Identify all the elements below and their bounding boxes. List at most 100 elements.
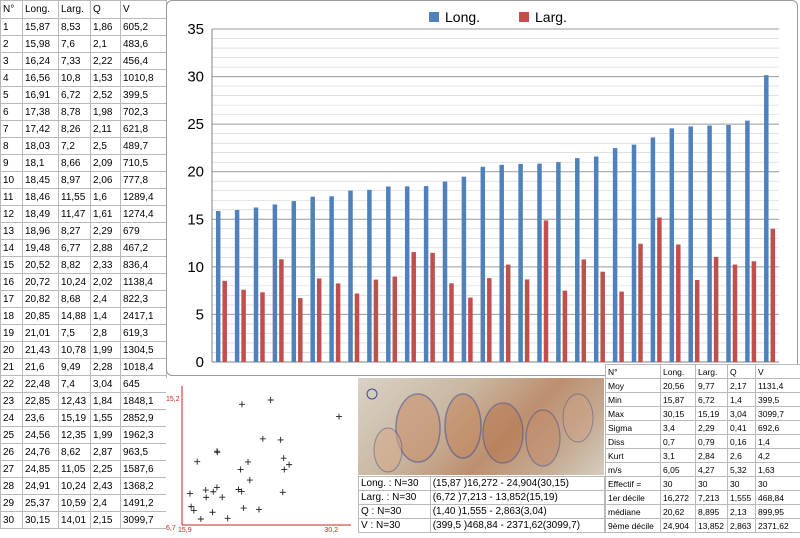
- table-cell: 20,52: [23, 257, 59, 274]
- table-cell: 16,56: [23, 70, 59, 87]
- table-cell: 6,72: [59, 87, 91, 104]
- bar-larg: [449, 283, 454, 362]
- table-cell: 3099,7: [121, 512, 167, 529]
- table-cell: 22,85: [23, 393, 59, 410]
- table-cell: 1289,4: [121, 189, 167, 206]
- bar-long: [367, 190, 372, 362]
- bar-larg: [563, 291, 568, 362]
- table-cell: 8,62: [59, 444, 91, 461]
- table-cell: 1,86: [91, 19, 121, 36]
- table-cell: 8,53: [59, 19, 91, 36]
- stats-cell: 16,272: [661, 491, 696, 505]
- bar-larg: [506, 265, 511, 362]
- table-cell: 2,02: [91, 274, 121, 291]
- table-cell: 399,5: [121, 87, 167, 104]
- table-cell: 10,24: [59, 478, 91, 495]
- table-cell: 777,8: [121, 172, 167, 189]
- table-cell: 8: [1, 138, 23, 155]
- scatter-point: [281, 455, 287, 461]
- bar-larg: [279, 259, 284, 362]
- table-cell: 17: [1, 291, 23, 308]
- bar-long: [462, 177, 467, 362]
- table-cell: 18,46: [23, 189, 59, 206]
- table-cell: 25,37: [23, 495, 59, 512]
- stats-cell: 30,15: [661, 407, 696, 421]
- y-tick-label: 35: [187, 21, 204, 38]
- table-cell: 9,49: [59, 359, 91, 376]
- bar-larg: [355, 293, 360, 362]
- table-cell: 605,2: [121, 19, 167, 36]
- table-cell: 2,33: [91, 257, 121, 274]
- table-cell: 20: [1, 342, 23, 359]
- table-cell: 2,29: [91, 223, 121, 240]
- stats-cell: 1,555: [728, 491, 756, 505]
- stats-cell: Kurt: [606, 449, 661, 463]
- table-cell: 19,48: [23, 240, 59, 257]
- table-cell: 7: [1, 121, 23, 138]
- bar-larg: [638, 244, 643, 362]
- stats-cell: Moy: [606, 379, 661, 393]
- bar-long: [216, 211, 221, 362]
- table-cell: 1,55: [91, 410, 121, 427]
- table-cell: 1587,6: [121, 461, 167, 478]
- table-cell: 20,82: [23, 291, 59, 308]
- bar-long: [575, 158, 580, 362]
- range-summary-table: Long. : N=30(15,87 )16,272 - 24,904(30,1…: [358, 476, 605, 533]
- table-cell: 2,8: [91, 325, 121, 342]
- stats-cell: Min: [606, 393, 661, 407]
- stats-cell: 2,13: [728, 505, 756, 519]
- stats-cell: 6,72: [696, 393, 728, 407]
- column-header: Long.: [23, 1, 59, 19]
- stats-cell: 20,62: [661, 505, 696, 519]
- table-cell: 1018,4: [121, 359, 167, 376]
- table-cell: 22: [1, 376, 23, 393]
- stats-cell: 2,17: [728, 379, 756, 393]
- table-cell: 18,96: [23, 223, 59, 240]
- table-cell: 17,38: [23, 104, 59, 121]
- table-cell: 21: [1, 359, 23, 376]
- stats-cell: 30: [696, 477, 728, 491]
- stats-cell: Diss: [606, 435, 661, 449]
- stats-cell: 1,4: [756, 435, 800, 449]
- table-cell: 645: [121, 376, 167, 393]
- table-cell: 1368,2: [121, 478, 167, 495]
- stats-cell: 20,56: [661, 379, 696, 393]
- table-cell: 16,91: [23, 87, 59, 104]
- scatter-x-max-label: 30,2: [324, 527, 338, 533]
- summary-cell: (1,40 )1,555 - 2,863(3,04): [430, 505, 604, 519]
- table-cell: 16: [1, 274, 23, 291]
- table-cell: 836,4: [121, 257, 167, 274]
- legend-label: Long.: [445, 9, 480, 25]
- bar-larg: [619, 292, 624, 362]
- column-header: Q: [91, 1, 121, 19]
- table-cell: 1,99: [91, 342, 121, 359]
- bar-long: [443, 182, 448, 362]
- legend-label: Larg.: [535, 9, 567, 25]
- bar-long: [670, 128, 675, 362]
- scatter-point: [281, 467, 287, 473]
- summary-row: V : N=30(399,5 )468,84 - 2371,62(3099,7): [359, 519, 605, 533]
- table-cell: 1,98: [91, 104, 121, 121]
- stats-cell: 2,863: [728, 519, 756, 533]
- bar-larg: [771, 229, 776, 362]
- summary-cell: (399,5 )468,84 - 2371,62(3099,7): [430, 519, 604, 533]
- table-cell: 1010,8: [121, 70, 167, 87]
- table-cell: 8,26: [59, 121, 91, 138]
- table-cell: 621,8: [121, 121, 167, 138]
- summary-row: Larg. : N=30(6,72 )7,213 - 13,852(15,19): [359, 491, 605, 505]
- bar-long: [707, 126, 712, 362]
- bar-long: [348, 190, 353, 362]
- stats-cell: 1131,4: [756, 379, 800, 393]
- scatter-point: [194, 459, 200, 465]
- stats-cell: 7,213: [696, 491, 728, 505]
- table-cell: 9: [1, 155, 23, 172]
